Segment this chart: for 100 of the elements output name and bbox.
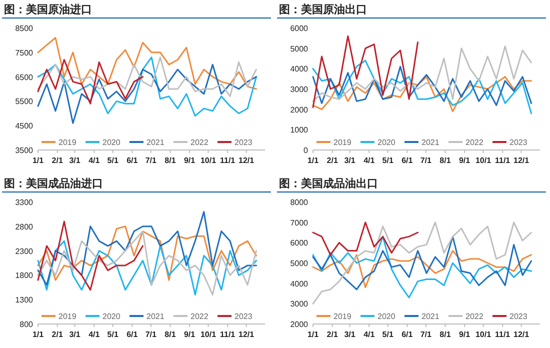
- y-tick-label: 2000: [290, 105, 309, 114]
- x-tick-label: 8/1: [440, 156, 452, 165]
- x-tick-label: 1/1: [307, 156, 320, 165]
- x-tick-label: 12/1: [238, 330, 255, 339]
- legend-label: 2022: [466, 312, 484, 321]
- y-tick-label: 3300: [15, 198, 34, 207]
- x-tick-label: 5/1: [382, 330, 394, 339]
- chart-title: 图：美国原油进口: [4, 3, 92, 16]
- x-tick-label: 12/1: [514, 156, 530, 165]
- y-tick-label: 4000: [290, 279, 309, 288]
- y-tick-label: 1000: [290, 126, 309, 135]
- legend-label: 2019: [58, 138, 77, 147]
- line-series: [312, 76, 532, 112]
- y-tick-label: 1800: [15, 271, 34, 280]
- line-series: [37, 56, 258, 98]
- x-tick-label: 9/1: [184, 330, 196, 339]
- legend-label: 2022: [466, 138, 484, 147]
- line-series: [37, 226, 258, 281]
- x-tick-label: 8/1: [440, 330, 452, 339]
- x-tick-label: 1/1: [307, 330, 320, 339]
- x-tick-label: 9/1: [458, 156, 471, 165]
- chart-title: 图：美国原油出口: [279, 3, 367, 16]
- y-tick-label: 8500: [15, 24, 34, 33]
- x-tick-label: 6/1: [126, 156, 138, 165]
- x-tick-label: 10/1: [200, 156, 217, 165]
- chart-title: 图：美国成品油出口: [279, 177, 378, 190]
- y-tick-label: 5500: [15, 97, 34, 106]
- x-tick-label: 5/1: [107, 156, 119, 165]
- x-tick-label: 11/1: [495, 330, 511, 339]
- y-tick-label: 2300: [15, 246, 34, 256]
- legend-label: 2022: [190, 138, 209, 147]
- y-tick-label: 2800: [15, 222, 34, 232]
- legend-label: 2022: [190, 312, 209, 321]
- x-tick-label: 2/1: [52, 330, 64, 339]
- y-tick-label: 7500: [15, 48, 34, 58]
- legend-label: 2020: [102, 138, 121, 147]
- y-tick-label: 6000: [290, 24, 309, 33]
- x-tick-label: 1/1: [32, 156, 44, 165]
- y-tick-label: 0: [304, 146, 309, 155]
- legend-label: 2021: [422, 138, 440, 147]
- y-tick-label: 2000: [290, 320, 309, 329]
- legend-label: 2019: [334, 312, 352, 321]
- x-tick-label: 11/1: [220, 330, 236, 339]
- y-tick-label: 6000: [290, 238, 309, 248]
- line-series: [312, 222, 532, 304]
- legend-label: 2020: [378, 138, 396, 147]
- x-tick-label: 3/1: [344, 156, 356, 165]
- line-series: [312, 35, 419, 108]
- x-tick-label: 7/1: [420, 330, 432, 339]
- x-tick-label: 4/1: [364, 330, 376, 339]
- x-tick-label: 7/1: [145, 330, 157, 339]
- legend-label: 2023: [510, 138, 528, 147]
- legend-label: 2021: [146, 312, 165, 321]
- line-series: [312, 46, 532, 102]
- y-tick-label: 800: [20, 320, 34, 329]
- y-tick-label: 1300: [15, 296, 34, 305]
- x-tick-label: 8/1: [164, 156, 176, 165]
- x-tick-label: 2/1: [326, 330, 338, 339]
- legend-label: 2023: [510, 312, 528, 321]
- y-tick-label: 3000: [290, 85, 309, 94]
- y-tick-label: 3000: [290, 300, 309, 309]
- y-tick-label: 3500: [15, 146, 34, 155]
- line-series: [312, 222, 419, 256]
- line-series: [37, 58, 144, 104]
- line-series: [312, 250, 532, 288]
- y-tick-label: 5000: [290, 44, 309, 54]
- line-series: [312, 60, 532, 114]
- x-tick-label: 4/1: [88, 330, 100, 339]
- x-tick-label: 5/1: [382, 156, 394, 165]
- x-tick-label: 9/1: [184, 156, 196, 165]
- x-tick-label: 12/1: [238, 156, 255, 165]
- line-series: [37, 220, 144, 291]
- legend-label: 2021: [422, 312, 440, 321]
- legend-label: 2021: [146, 138, 165, 147]
- legend-label: 2023: [234, 138, 253, 147]
- x-tick-label: 7/1: [145, 156, 157, 165]
- chart-title: 图：美国成品油进口: [4, 177, 103, 190]
- y-tick-label: 8000: [290, 198, 309, 207]
- legend-label: 2020: [102, 312, 121, 321]
- x-tick-label: 11/1: [220, 156, 236, 165]
- line-series: [37, 211, 258, 286]
- x-tick-label: 10/1: [475, 330, 492, 339]
- x-tick-label: 3/1: [344, 330, 356, 339]
- y-tick-label: 6500: [15, 72, 34, 82]
- line-series: [37, 37, 258, 90]
- line-series: [37, 56, 258, 117]
- legend-label: 2023: [234, 312, 253, 321]
- x-tick-label: 2/1: [326, 156, 338, 165]
- x-tick-label: 7/1: [420, 156, 432, 165]
- x-tick-label: 4/1: [88, 156, 100, 165]
- x-tick-label: 5/1: [107, 330, 119, 339]
- x-tick-label: 1/1: [32, 330, 44, 339]
- line-series: [312, 66, 532, 106]
- y-tick-label: 7000: [290, 218, 309, 228]
- x-tick-label: 3/1: [69, 156, 81, 165]
- x-tick-label: 3/1: [69, 330, 81, 339]
- y-tick-label: 5000: [290, 259, 309, 268]
- y-tick-label: 4000: [290, 64, 309, 74]
- x-tick-label: 10/1: [200, 330, 217, 339]
- x-tick-label: 6/1: [402, 156, 414, 165]
